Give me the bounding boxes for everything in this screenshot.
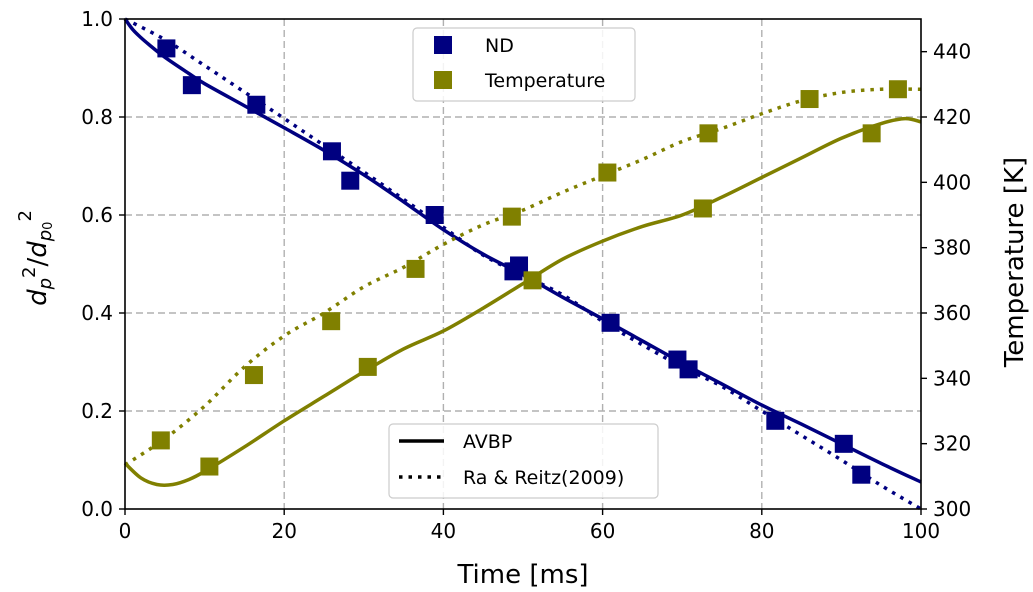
legend-series: ND Temperature	[412, 27, 636, 102]
marker-nd-nd	[341, 171, 360, 190]
y-left-tick-label: 0.2	[81, 399, 113, 423]
x-tick-label: 80	[749, 519, 774, 543]
y-right-tick-label: 400	[933, 170, 971, 194]
line-temperature-ra-reitz-2009	[124, 87, 922, 467]
marker-temperature-temperature	[200, 457, 219, 476]
x-tick-label: 0	[119, 519, 132, 543]
y-right-tick-label: 440	[933, 40, 971, 64]
marker-nd-nd	[601, 313, 620, 332]
axis-ticks: 0 20 40 60 80 100 0.0 0.2 0.4 0.6 0.8 1.0 300 320 340 3…	[81, 7, 971, 543]
y-left-tick-label: 1.0	[81, 7, 113, 31]
y-left-tick-label: 0.6	[81, 203, 113, 227]
marker-temperature-temperature	[244, 366, 263, 385]
marker-temperature-temperature	[598, 163, 617, 182]
y-right-tick-label: 420	[933, 105, 971, 129]
marker-temperature-temperature	[523, 271, 542, 290]
y-axis-right-label: Temperature [K]	[1000, 157, 1030, 368]
y-right-tick-label: 340	[933, 366, 971, 390]
y-right-tick-label: 380	[933, 236, 971, 260]
marker-nd-nd	[182, 76, 201, 95]
y-right-tick-label: 360	[933, 301, 971, 325]
x-tick-label: 60	[590, 519, 615, 543]
x-tick-label: 40	[431, 519, 456, 543]
legend-nd-label: ND	[485, 35, 514, 57]
y-right-tick-label: 300	[933, 497, 971, 521]
marker-nd-nd	[157, 39, 176, 58]
marker-temperature-temperature	[862, 124, 881, 143]
legend-temperature-label: Temperature	[484, 70, 605, 92]
marker-temperature-temperature	[693, 199, 712, 218]
legend-styles: AVBP Ra & Reitz(2009)	[388, 423, 659, 499]
marker-nd-nd	[425, 206, 444, 224]
x-axis-label: Time [ms]	[456, 560, 588, 590]
legend-temperature-marker	[434, 71, 452, 89]
y-left-tick-label: 0.4	[81, 301, 113, 325]
marker-nd-nd	[766, 411, 785, 430]
marker-nd-nd	[834, 434, 853, 453]
marker-temperature-temperature	[699, 124, 718, 143]
marker-temperature-temperature	[800, 90, 819, 109]
series-markers	[151, 39, 907, 484]
y-right-tick-label: 320	[933, 432, 971, 456]
marker-temperature-temperature	[322, 312, 341, 331]
legend-avbp-label: AVBP	[463, 431, 512, 453]
marker-temperature-temperature	[406, 259, 425, 278]
legend-ra-reitz-label: Ra & Reitz(2009)	[463, 467, 624, 489]
marker-nd-nd	[322, 142, 341, 161]
y-left-tick-label: 0.8	[81, 105, 113, 129]
marker-temperature-temperature	[888, 80, 907, 99]
legend-nd-marker	[434, 36, 452, 54]
legend-series-frame	[412, 27, 636, 102]
y-left-tick-label: 0.0	[81, 497, 113, 521]
x-tick-label: 100	[902, 519, 940, 543]
marker-nd-nd	[247, 95, 266, 114]
marker-temperature-temperature	[151, 431, 170, 450]
legend-styles-frame	[388, 423, 659, 499]
marker-nd-nd	[510, 256, 529, 275]
x-tick-label: 20	[271, 519, 296, 543]
marker-temperature-temperature	[502, 207, 521, 226]
plot-frame	[124, 18, 922, 510]
y-axis-left-label: dp2/dp02	[15, 210, 57, 306]
marker-nd-nd	[852, 465, 871, 484]
marker-temperature-temperature	[358, 357, 377, 376]
marker-nd-nd	[679, 360, 698, 379]
line-temperature-avbp	[123, 116, 922, 487]
